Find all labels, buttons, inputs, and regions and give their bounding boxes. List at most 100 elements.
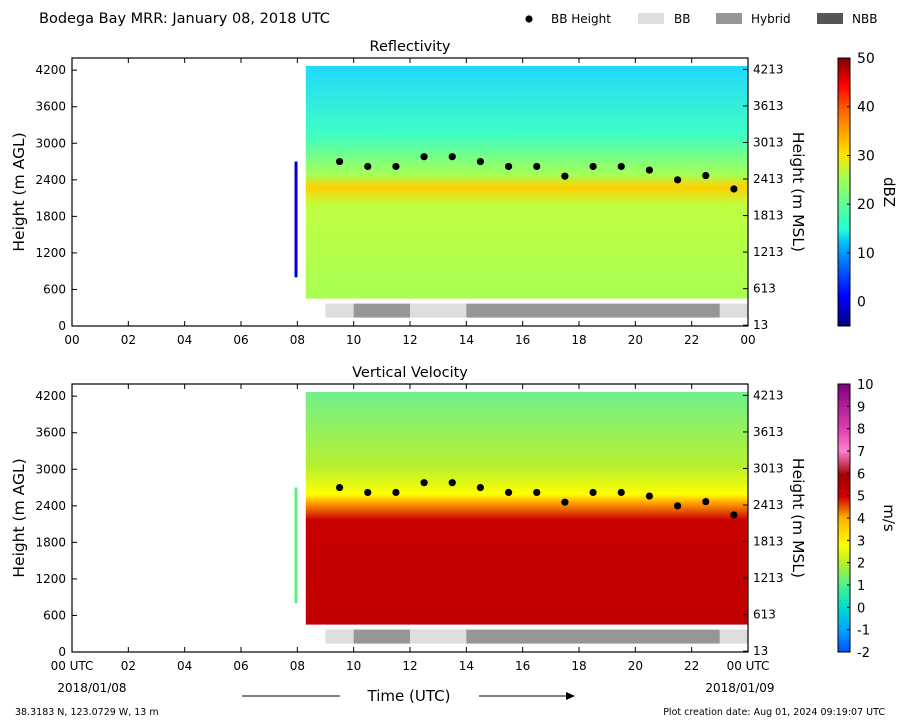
bb-type-segment: [466, 629, 720, 644]
x-tick-label: 10: [346, 333, 361, 347]
legend-bb-swatch: [638, 13, 664, 24]
y-axis-label: Height (m AGL): [10, 458, 28, 577]
bb-height-point: [335, 157, 344, 166]
x-tick-label: 00 UTC: [51, 659, 94, 673]
panel-title: Vertical Velocity: [352, 365, 468, 381]
legend-hybrid-swatch: [716, 13, 742, 24]
bb-height-point: [504, 488, 513, 497]
bb-height-point: [335, 483, 344, 492]
x-tick-label: 04: [177, 659, 192, 673]
x-tick-label: 00: [740, 333, 755, 347]
colorbar-tick-label: 7: [857, 445, 865, 460]
colorbar-tick-label: 30: [857, 148, 875, 164]
colorbar-tick-label: 10: [857, 246, 875, 262]
x-tick-label: 16: [515, 333, 530, 347]
y-axis-right-label: Height (m MSL): [789, 132, 807, 252]
colorbar-tick-label: 50: [857, 51, 875, 67]
y-tick-right-label: 1213: [753, 571, 784, 585]
bb-height-point: [702, 497, 710, 506]
xlabel-arrowhead: [566, 692, 575, 700]
start-date-label: 2018/01/08: [57, 681, 126, 695]
bb-height-point: [645, 492, 654, 500]
y-tick-label: 1800: [35, 535, 66, 549]
bb-height-point: [702, 171, 710, 180]
x-tick-label: 22: [684, 333, 699, 347]
legend-bb-height-label: BB Height: [551, 12, 611, 26]
legend-hybrid-label: Hybrid: [751, 12, 791, 26]
legend-bb-height-dot: [525, 15, 533, 23]
colorbar-tick-label: 40: [857, 100, 875, 116]
colorbar-tick-label: 9: [857, 400, 865, 415]
bb-type-segment: [325, 303, 354, 318]
y-axis-label: Height (m AGL): [10, 132, 28, 251]
bb-height-point: [476, 483, 485, 492]
y-tick-right-label: 13: [753, 318, 768, 332]
bb-height-point: [533, 162, 541, 171]
y-tick-label: 0: [58, 319, 66, 333]
x-tick-label: 02: [121, 333, 136, 347]
bb-height-point: [617, 488, 625, 497]
bb-height-point: [448, 479, 456, 487]
x-axis-label: Time (UTC): [367, 687, 451, 705]
legend-nbb-label: NBB: [852, 12, 877, 26]
y-axis-right-label: Height (m MSL): [789, 458, 807, 578]
bb-height-point: [673, 502, 682, 510]
y-tick-right-label: 613: [753, 608, 776, 622]
bb-height-point: [673, 176, 682, 184]
x-tick-label: 00: [64, 333, 79, 347]
x-tick-label: 08: [290, 333, 305, 347]
bb-height-point: [617, 162, 625, 171]
bb-height-point: [561, 498, 569, 506]
colorbar-tick-label: -2: [857, 646, 870, 661]
bb-height-point: [730, 185, 738, 193]
bb-type-segment: [719, 629, 748, 644]
y-tick-right-label: 3013: [753, 461, 784, 475]
y-tick-label: 4200: [35, 63, 66, 77]
bb-height-point: [561, 172, 569, 180]
data-field: [305, 392, 748, 625]
y-tick-label: 1800: [35, 209, 66, 223]
data-field: [305, 66, 748, 299]
station-location: 38.3183 N, 123.0729 W, 13 m: [15, 707, 159, 718]
y-tick-label: 3600: [35, 100, 66, 114]
bb-height-point: [589, 488, 597, 497]
end-date-label: 2018/01/09: [705, 681, 774, 695]
bb-height-point: [504, 162, 513, 171]
legend-bb-label: BB: [674, 12, 690, 26]
x-tick-label: 12: [402, 659, 417, 673]
x-tick-label: 04: [177, 333, 192, 347]
y-tick-label: 2400: [35, 499, 66, 513]
colorbar: [837, 57, 851, 327]
early-echo: [294, 487, 298, 604]
x-tick-label: 22: [684, 659, 699, 673]
bb-type-segment: [353, 629, 410, 644]
x-tick-label: 18: [571, 659, 586, 673]
bb-type-segment: [410, 303, 467, 318]
bb-height-point: [392, 488, 400, 497]
bb-type-segment: [719, 303, 748, 318]
header-legend: BB Height BB Hybrid NBB: [525, 12, 877, 26]
y-tick-label: 1200: [35, 246, 66, 260]
bb-height-point: [364, 488, 372, 497]
y-tick-label: 3000: [35, 136, 66, 150]
colorbar-tick-label: 3: [857, 534, 865, 549]
colorbar-tick-label: 4: [857, 512, 865, 527]
colorbar-tick-label: 1: [857, 579, 865, 594]
y-tick-right-label: 13: [753, 644, 768, 658]
colorbar-tick-label: 20: [857, 197, 875, 213]
colorbar-tick-label: 10: [857, 378, 874, 393]
colorbar-label: dBZ: [880, 177, 898, 207]
colorbar-tick-label: 8: [857, 423, 865, 438]
y-tick-label: 1200: [35, 572, 66, 586]
bb-height-point: [476, 157, 485, 166]
colorbar-tick-label: -1: [857, 624, 870, 639]
y-tick-label: 4200: [35, 389, 66, 403]
y-tick-right-label: 3613: [753, 99, 784, 113]
x-tick-label: 20: [628, 659, 643, 673]
y-tick-label: 0: [58, 645, 66, 659]
x-tick-label: 14: [459, 659, 474, 673]
colorbar-tick-label: 5: [857, 490, 865, 505]
y-tick-right-label: 4213: [753, 62, 784, 76]
